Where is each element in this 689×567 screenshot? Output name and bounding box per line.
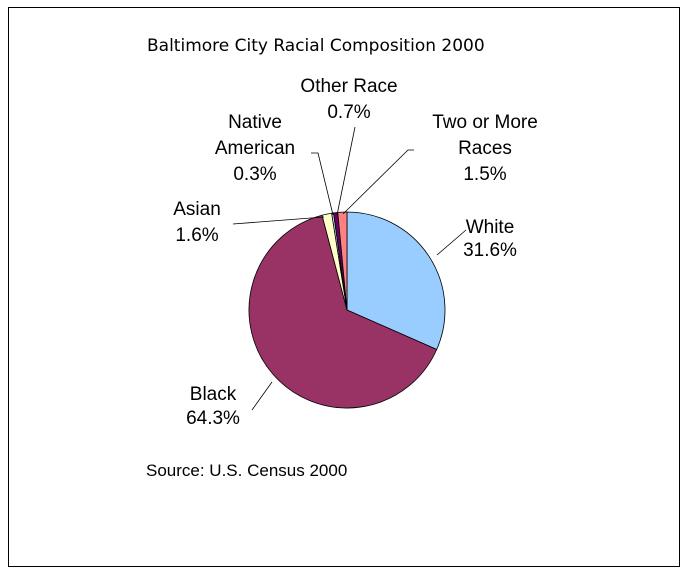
label-line: 64.3%: [186, 408, 240, 429]
label-line: Native: [228, 112, 282, 133]
label-black: Black 64.3%: [186, 384, 240, 429]
pie-chart: Baltimore City Racial Composition 2000 W…: [146, 36, 538, 480]
label-line: 1.6%: [175, 225, 218, 246]
label-line: Races: [458, 138, 512, 159]
slice-labels: White 31.6% Black 64.3% Asian 1.6% Native Ameri…: [173, 76, 538, 429]
label-line: Black: [190, 384, 237, 405]
leader-line-asian: [232, 216, 325, 225]
label-other-race: Other Race 0.7%: [300, 76, 397, 123]
leader-lines: [232, 126, 467, 411]
label-native-american: Native American 0.3%: [215, 112, 295, 185]
label-line: 0.7%: [327, 102, 370, 123]
label-white: White 31.6%: [463, 217, 517, 261]
slice-white: [346, 211, 446, 351]
chart-title: Baltimore City Racial Composition 2000: [147, 36, 485, 56]
leader-line-other-race: [336, 126, 356, 216]
label-line: 1.5%: [463, 164, 506, 185]
label-line: 31.6%: [463, 240, 517, 261]
label-line: 0.3%: [233, 164, 276, 185]
leader-line-two-or-more-races: [342, 149, 414, 215]
label-two-or-more-races: Two or More Races 1.5%: [432, 112, 538, 185]
leader-line-white: [436, 229, 467, 256]
leader-line-black: [251, 381, 273, 411]
slice-black: [248, 214, 438, 409]
label-line: American: [215, 138, 295, 159]
label-asian: Asian 1.6%: [173, 199, 221, 246]
label-line: White: [466, 217, 515, 238]
pie-slices: [248, 211, 446, 409]
leader-line-native-american: [311, 152, 334, 216]
label-line: Asian: [173, 199, 221, 220]
source-note: Source: U.S. Census 2000: [146, 461, 347, 480]
label-line: Other Race: [300, 76, 397, 97]
label-line: Two or More: [432, 112, 538, 133]
